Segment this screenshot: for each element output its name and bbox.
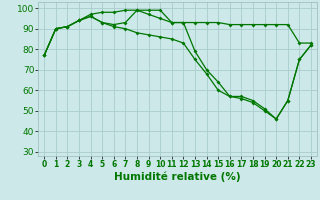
X-axis label: Humidité relative (%): Humidité relative (%) [114,172,241,182]
